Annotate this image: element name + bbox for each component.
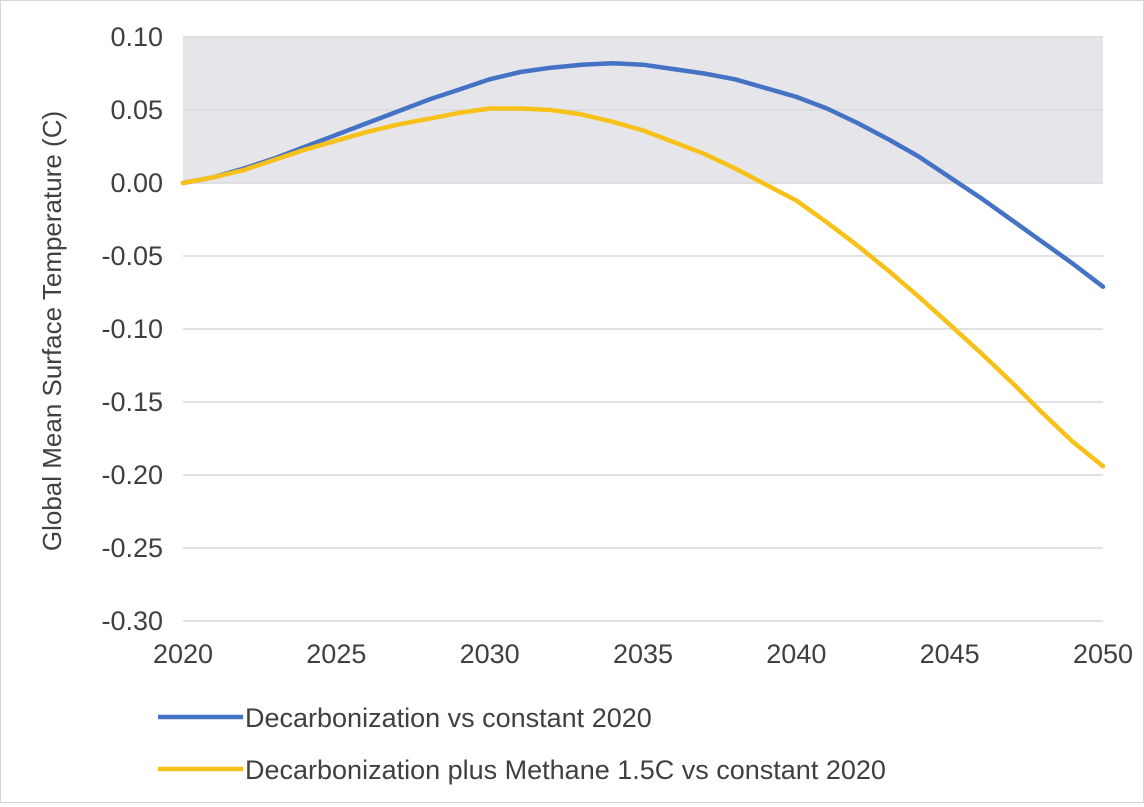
legend-label-2: Decarbonization plus Methane 1.5C vs con…	[245, 755, 886, 785]
y-tick-label: 0.10	[110, 22, 163, 52]
series-lines	[180, 61, 1106, 469]
x-tick-label: 2025	[306, 639, 366, 669]
x-tick-label: 2050	[1073, 639, 1133, 669]
x-tick-label: 2020	[153, 639, 213, 669]
y-tick-label: -0.20	[101, 460, 163, 490]
y-tick-label: -0.05	[101, 241, 163, 271]
series-line-1	[180, 61, 1106, 289]
y-tick-label: -0.10	[101, 314, 163, 344]
x-tick-label: 2045	[920, 639, 980, 669]
y-axis-tick-labels: 0.10 0.05 0.00 -0.05 -0.10 -0.15 -0.20 -0.25 -0.…	[101, 22, 163, 636]
legend-label-1: Decarbonization vs constant 2020	[245, 703, 652, 733]
x-axis-tick-labels: 2020 2025 2030 2035 2040 2045 2050	[153, 639, 1133, 669]
y-tick-label: 0.00	[110, 168, 163, 198]
y-tick-label: -0.30	[101, 606, 163, 636]
y-tick-label: -0.15	[101, 387, 163, 417]
x-tick-label: 2030	[460, 639, 520, 669]
x-tick-label: 2035	[613, 639, 673, 669]
y-tick-label: 0.05	[110, 95, 163, 125]
y-tick-label: -0.25	[101, 533, 163, 563]
y-axis-title: Global Mean Surface Temperature (C)	[37, 111, 67, 551]
series-line-2	[180, 106, 1106, 469]
gridlines	[183, 36, 1103, 622]
legend: Decarbonization vs constant 2020 Decarbon…	[158, 703, 886, 785]
x-tick-label: 2040	[766, 639, 826, 669]
